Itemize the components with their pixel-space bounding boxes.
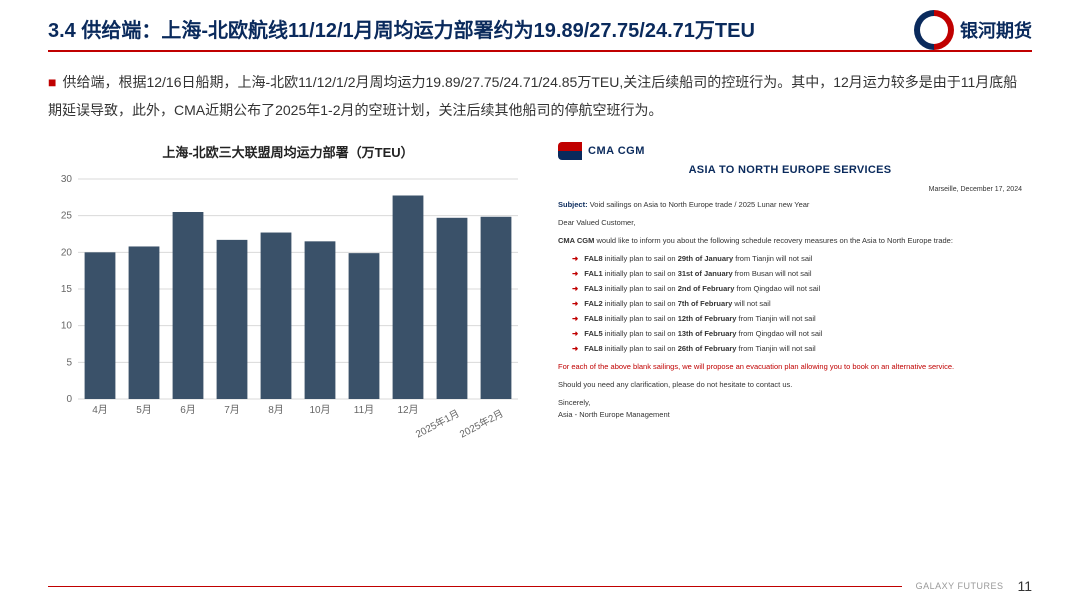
notice-footer2: Should you need any clarification, pleas…: [558, 379, 1022, 391]
bar: [261, 233, 292, 399]
notice-list-item: FAL8 initially plan to sail on 26th of F…: [572, 343, 1022, 355]
content-row: 上海-北欧三大联盟周均运力部署（万TEU） 0 5 10 15 20 25 30 4月 5月 6月…: [48, 142, 1032, 449]
bar: [85, 252, 116, 399]
svg-text:10月: 10月: [309, 404, 330, 416]
svg-text:8月: 8月: [268, 404, 284, 416]
footer-line: [48, 586, 902, 587]
signoff1: Sincerely,: [558, 397, 1022, 409]
notice-date: Marseille, December 17, 2024: [558, 186, 1022, 193]
bar: [481, 217, 512, 399]
bar: [173, 212, 204, 399]
svg-text:2025年1月: 2025年1月: [413, 407, 461, 441]
notice-footer1: For each of the above blank sailings, we…: [558, 361, 1022, 373]
salutation: Dear Valued Customer,: [558, 217, 1022, 229]
title-region: 3.4 供给端：上海-北欧航线11/12/1月周均运力部署约为19.89/27.…: [48, 18, 1032, 52]
intro-brand: CMA CGM: [558, 236, 594, 245]
svg-text:5: 5: [66, 357, 72, 368]
svg-text:20: 20: [61, 247, 73, 258]
notice-list: FAL8 initially plan to sail on 29th of J…: [572, 253, 1022, 355]
notice-list-item: FAL8 initially plan to sail on 29th of J…: [572, 253, 1022, 265]
svg-text:7月: 7月: [224, 404, 240, 416]
svg-text:30: 30: [61, 174, 73, 185]
bar: [217, 240, 248, 399]
slide-page: 银河期货 3.4 供给端：上海-北欧航线11/12/1月周均运力部署约为19.8…: [0, 0, 1080, 608]
signoff2: Asia - North Europe Management: [558, 409, 1022, 421]
cma-logo-text: CMA CGM: [588, 145, 645, 157]
svg-text:5月: 5月: [136, 404, 152, 416]
subject-text: Void sailings on Asia to North Europe tr…: [590, 200, 810, 209]
svg-text:0: 0: [66, 394, 72, 405]
notice-body: Subject: Void sailings on Asia to North …: [558, 199, 1022, 421]
notice-heading: ASIA TO NORTH EUROPE SERVICES: [558, 164, 1022, 176]
svg-text:4月: 4月: [92, 404, 108, 416]
svg-text:15: 15: [61, 284, 73, 295]
subject-label: Subject:: [558, 200, 588, 209]
bar: [349, 253, 380, 399]
page-footer: GALAXY FUTURES 11: [48, 578, 1032, 594]
svg-text:6月: 6月: [180, 404, 196, 416]
paragraph-text: 供给端，根据12/16日船期，上海-北欧11/12/1/2月周均运力19.89/…: [48, 74, 1017, 118]
svg-text:2025年2月: 2025年2月: [457, 407, 505, 441]
bullet-icon: ■: [48, 74, 56, 90]
chart-title: 上海-北欧三大联盟周均运力部署（万TEU）: [48, 142, 528, 161]
body-paragraph: ■供给端，根据12/16日船期，上海-北欧11/12/1/2月周均运力19.89…: [48, 68, 1032, 124]
notice-list-item: FAL5 initially plan to sail on 13th of F…: [572, 328, 1022, 340]
bar: [129, 246, 160, 399]
bar-chart: 0 5 10 15 20 25 30 4月 5月 6月 7月 8月 10月 11月 12月2025年1月20…: [48, 169, 528, 449]
notice-list-item: FAL8 initially plan to sail on 12th of F…: [572, 313, 1022, 325]
chart-container: 上海-北欧三大联盟周均运力部署（万TEU） 0 5 10 15 20 25 30 4月 5月 6月…: [48, 142, 528, 449]
notice-document: CMA CGM ASIA TO NORTH EUROPE SERVICES Ma…: [548, 142, 1032, 431]
intro-text: would like to inform you about the follo…: [596, 236, 952, 245]
svg-text:12月: 12月: [397, 404, 418, 416]
bar: [437, 218, 468, 399]
notice-list-item: FAL2 initially plan to sail on 7th of Fe…: [572, 298, 1022, 310]
svg-text:10: 10: [61, 321, 73, 332]
footer-brand: GALAXY FUTURES: [916, 581, 1004, 591]
page-number: 11: [1017, 578, 1032, 594]
svg-text:25: 25: [61, 211, 73, 222]
bar: [393, 196, 424, 400]
notice-brand: CMA CGM: [558, 142, 1022, 160]
slide-title: 3.4 供给端：上海-北欧航线11/12/1月周均运力部署约为19.89/27.…: [48, 18, 1032, 44]
bar: [305, 241, 336, 399]
title-underline: [48, 50, 1032, 52]
notice-list-item: FAL1 initially plan to sail on 31st of J…: [572, 268, 1022, 280]
notice-list-item: FAL3 initially plan to sail on 2nd of Fe…: [572, 283, 1022, 295]
svg-text:11月: 11月: [354, 404, 374, 416]
cma-logo-icon: [558, 142, 582, 160]
